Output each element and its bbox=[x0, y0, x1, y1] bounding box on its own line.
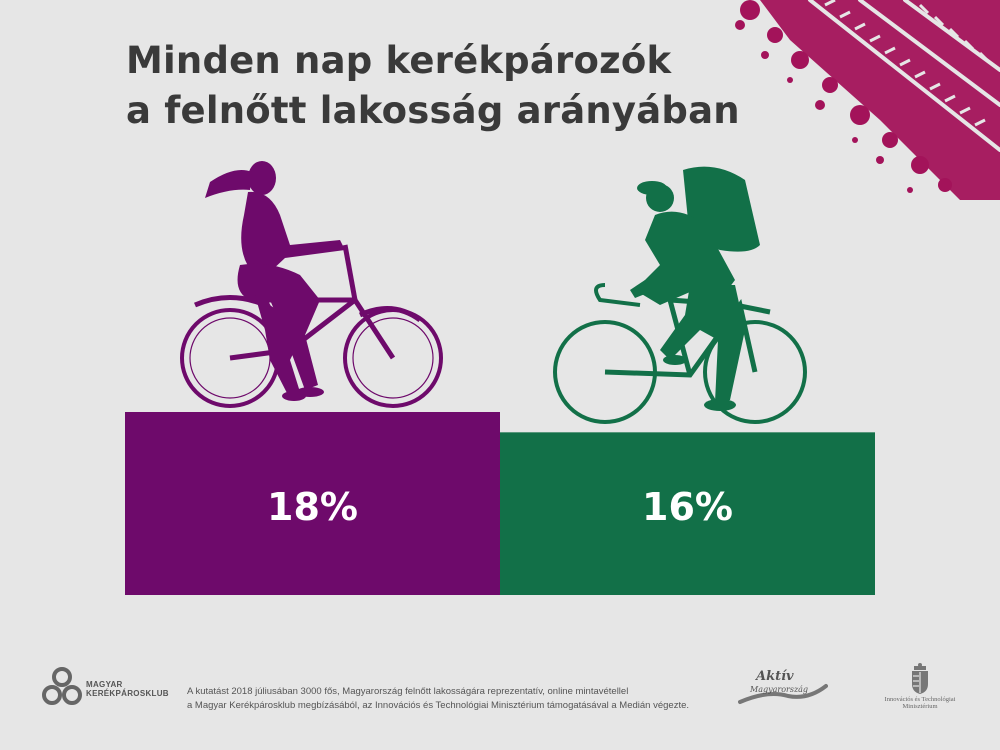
title-line-1: Minden nap kerékpározók bbox=[126, 39, 672, 82]
bar-2 bbox=[500, 432, 875, 595]
aktiv-magyarorszag-logo: Aktív Magyarország bbox=[738, 669, 828, 704]
bar-label-2: 16% bbox=[642, 485, 733, 529]
woman-cyclist-icon bbox=[180, 161, 443, 408]
coat-of-arms-icon bbox=[912, 663, 928, 694]
magyarorszag-word: Magyarország bbox=[749, 685, 808, 694]
ministry-text: Innovációs és Technológiai Minisztérium bbox=[870, 696, 970, 710]
ministry-logo: Innovációs és Technológiai Minisztérium bbox=[870, 662, 970, 712]
aktiv-word: Aktív bbox=[754, 669, 794, 684]
footnote-line-2: a Magyar Kerékpárosklub megbízásából, az… bbox=[187, 700, 690, 711]
logo-text: MAGYAR KERÉKPÁROSKLUB bbox=[86, 680, 169, 698]
bar-1 bbox=[125, 412, 500, 595]
logo-line-1: MAGYAR bbox=[86, 680, 123, 689]
bars-group bbox=[125, 412, 875, 595]
footnote-line-1: A kutatást 2018 júliusában 3000 fős, Mag… bbox=[187, 686, 629, 697]
bar-labels-group: 18% 16% bbox=[267, 485, 733, 529]
ministry-line-1: Innovációs és Technológiai bbox=[884, 696, 956, 703]
footnote: A kutatást 2018 júliusában 3000 fős, Mag… bbox=[187, 685, 747, 713]
tire-tracks-decoration bbox=[735, 0, 1000, 200]
ministry-line-2: Minisztérium bbox=[902, 703, 938, 710]
title-line-2: a felnőtt lakosság arányában bbox=[126, 89, 740, 132]
bar-label-1: 18% bbox=[267, 485, 358, 529]
backpacker-cyclist-icon bbox=[553, 166, 807, 424]
logo-line-2: KERÉKPÁROSKLUB bbox=[86, 689, 169, 698]
chart-title: Minden nap kerékpározók a felnőtt lakoss… bbox=[126, 36, 740, 136]
chain-rings-icon bbox=[42, 667, 82, 705]
magyar-kerekparosklub-logo: MAGYAR KERÉKPÁROSKLUB bbox=[40, 662, 180, 712]
